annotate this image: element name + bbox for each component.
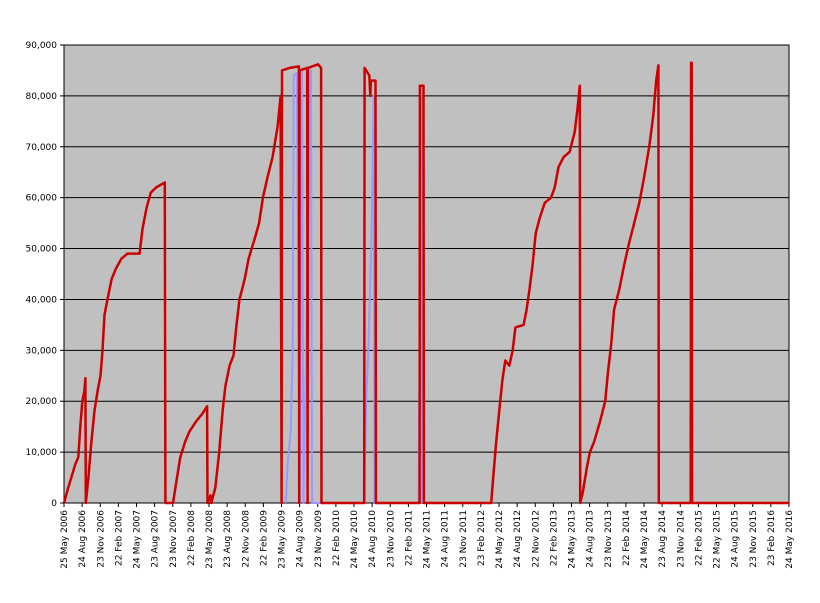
x-tick-label: 22 Feb 2013 — [549, 510, 559, 566]
x-tick-label: 22 Feb 2010 — [332, 510, 342, 566]
x-tick-label: 22 Feb 2015 — [694, 510, 704, 566]
x-tick-label: 24 Aug 2015 — [731, 510, 741, 568]
y-tick-label: 0 — [51, 499, 57, 509]
x-tick-label: 25 May 2006 — [60, 510, 70, 569]
x-tick-label: 23 May 2008 — [205, 510, 215, 569]
x-tick-label: 23 Aug 2014 — [658, 510, 668, 568]
y-tick-label: 50,000 — [26, 245, 58, 255]
x-tick-label: 22 Feb 2008 — [187, 510, 197, 566]
gridlines — [64, 95, 789, 453]
y-tick-label: 90,000 — [26, 41, 58, 51]
x-tick-label: 24 May 2016 — [785, 510, 795, 569]
x-tick-label: 22 Feb 2009 — [259, 510, 269, 566]
y-tick-label: 80,000 — [26, 92, 58, 102]
x-tick-label: 22 Nov 2008 — [241, 510, 251, 568]
x-tick-label: 23 May 2009 — [278, 510, 288, 569]
x-tick-label: 24 May 2014 — [640, 510, 650, 569]
x-tick-label: 22 Nov 2012 — [531, 510, 541, 568]
x-tick-label: 22 Feb 2007 — [114, 510, 124, 566]
x-tick-label: 24 Aug 2009 — [296, 510, 306, 568]
y-tick-label: 60,000 — [26, 194, 58, 204]
y-tick-label: 40,000 — [26, 295, 58, 305]
x-tick-label: 24 May 2011 — [423, 510, 433, 569]
x-tick-label: 22 Feb 2014 — [622, 510, 632, 566]
y-tick-label: 70,000 — [26, 143, 58, 153]
x-tick-label: 23 Nov 2009 — [314, 510, 324, 568]
y-tick-label: 20,000 — [26, 397, 58, 407]
y-tick-label: 10,000 — [26, 448, 58, 458]
series-layer — [62, 61, 789, 505]
x-tick-label: 24 May 2010 — [350, 510, 360, 569]
x-tick-label: 24 Aug 2010 — [368, 510, 378, 568]
x-tick-label: 24 May 2013 — [568, 510, 578, 569]
x-tick-label: 23 Nov 2013 — [604, 510, 614, 568]
x-tick-label: 24 May 2012 — [495, 510, 505, 569]
x-tick-label: 24 May 2007 — [133, 510, 143, 569]
x-tick-label: 22 Feb 2011 — [404, 510, 414, 566]
x-tick-label: 23 Nov 2011 — [459, 510, 469, 568]
x-tick-label: 24 Aug 2012 — [513, 510, 523, 568]
x-tick-label: 24 Aug 2013 — [586, 510, 596, 568]
x-axis: 25 May 2006 24 Aug 2006 23 Nov 2006 22 Feb … — [60, 503, 795, 569]
x-tick-label: 23 Aug 2008 — [223, 510, 233, 568]
x-tick-label: 23 Feb 2016 — [767, 510, 777, 566]
y-tick-label: 30,000 — [26, 346, 58, 356]
x-tick-label: 23 Nov 2015 — [749, 510, 759, 568]
series-line-1 — [62, 61, 789, 505]
x-tick-label: 24 Aug 2011 — [441, 510, 451, 568]
x-tick-label: 23 Nov 2010 — [386, 510, 396, 568]
y-axis: 0 10,000 20,000 30,000 40,000 50,000 60,000 70,… — [26, 41, 64, 509]
x-tick-label: 22 May 2015 — [713, 510, 723, 569]
x-tick-label: 23 Nov 2014 — [676, 510, 686, 568]
x-tick-label: 23 Nov 2006 — [96, 510, 106, 568]
plot-area — [63, 44, 790, 504]
x-tick-label: 23 Nov 2007 — [169, 510, 179, 568]
x-tick-label: 24 Aug 2006 — [78, 510, 88, 568]
x-tick-label: 23 Feb 2012 — [477, 510, 487, 566]
x-tick-label: 23 Aug 2007 — [151, 510, 161, 568]
series-line-2 — [284, 69, 424, 504]
